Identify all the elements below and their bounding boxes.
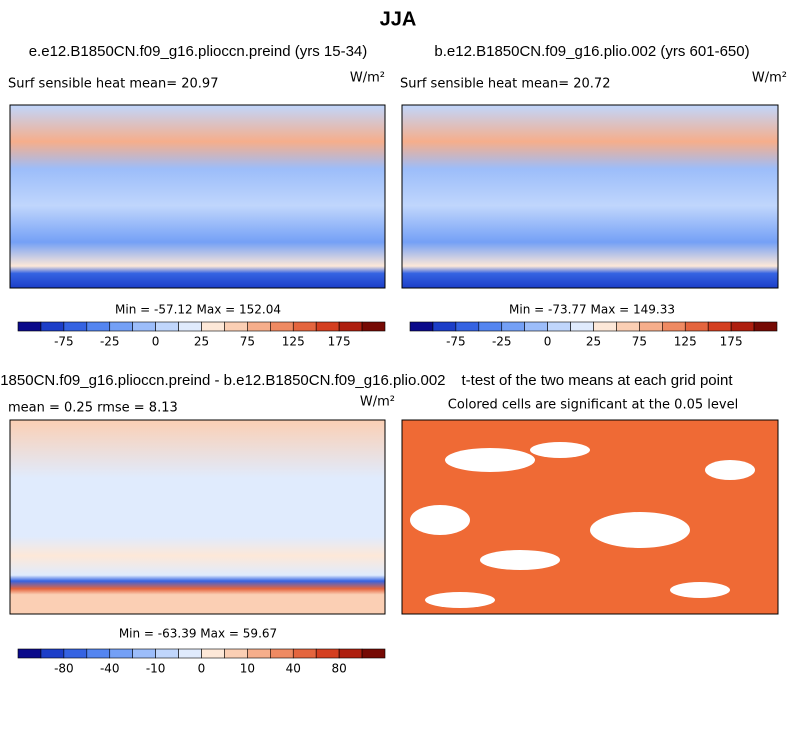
colorbar-label: -80 (54, 662, 74, 676)
panel-subtitle: Surf sensible heat mean= 20.72 (400, 77, 610, 92)
colorbar-cell (247, 321, 271, 332)
colorbar-label: 175 (720, 335, 743, 349)
units: W/m² (350, 71, 385, 86)
colorbar-cell (270, 648, 294, 659)
colorbar-cell (155, 321, 179, 332)
panel-subtitle: Colored cells are significant at the 0.0… (448, 398, 738, 413)
colorbar-cell (201, 648, 225, 659)
colorbar-cell (224, 321, 248, 332)
units: W/m² (360, 395, 395, 410)
panel-subtitle: mean = 0.25 rmse = 8.13 (8, 401, 178, 416)
colorbar-label: -10 (146, 662, 166, 676)
colorbar-label: 25 (586, 335, 601, 349)
colorbar-cell (17, 648, 42, 659)
colorbar-cell (40, 321, 65, 332)
colorbar-cell (753, 321, 778, 332)
colorbar-cell (315, 648, 340, 659)
colorbar-label: 125 (674, 335, 697, 349)
colorbar-cell (155, 648, 179, 659)
colorbar-cell (247, 648, 271, 659)
colorbar-label: -40 (100, 662, 120, 676)
colorbar-label: 40 (286, 662, 301, 676)
colorbar-label: 75 (240, 335, 255, 349)
colorbar-cell (270, 321, 294, 332)
min-max: Min = -57.12 Max = 152.04 (115, 303, 281, 317)
colorbar-cell (292, 321, 317, 332)
colorbar-cell (338, 321, 363, 332)
colorbar-cell (109, 648, 133, 659)
min-max: Min = -63.39 Max = 59.67 (119, 627, 277, 641)
panel-title: t-test of the two means at each grid poi… (462, 372, 734, 389)
panel-title: e.e12.B1850CN.f09_g16.plioccn.preind (yr… (29, 43, 368, 60)
units: W/m² (752, 71, 787, 86)
map (9, 419, 386, 615)
colorbar-cell (86, 648, 111, 659)
colorbar-label: 125 (282, 335, 305, 349)
colorbar-cell (132, 321, 156, 332)
panel-subtitle: Surf sensible heat mean= 20.97 (8, 77, 218, 92)
panel-title: b.e12.B1850CN.f09_g16.plio.002 (yrs 601-… (434, 43, 749, 60)
figure-title: JJA (380, 8, 417, 30)
colorbar-label: 80 (331, 662, 346, 676)
colorbar-label: 175 (328, 335, 351, 349)
colorbar-cell (409, 321, 434, 332)
colorbar-cell (178, 648, 202, 659)
colorbar-cell (455, 321, 480, 332)
colorbar-cell (109, 321, 133, 332)
colorbar-label: 75 (632, 335, 647, 349)
map (401, 104, 779, 289)
colorbar-cell (361, 648, 386, 659)
colorbar-cell (86, 321, 111, 332)
colorbar-cell (132, 648, 156, 659)
colorbar-cell (315, 321, 340, 332)
colorbar-cell (478, 321, 503, 332)
colorbar-cell (662, 321, 686, 332)
colorbar-cell (338, 648, 363, 659)
colorbar-cell (432, 321, 457, 332)
map-mask (410, 442, 755, 608)
colorbar-label: 0 (544, 335, 552, 349)
colorbar-cell (17, 321, 42, 332)
colorbar-label: 0 (152, 335, 160, 349)
min-max: Min = -73.77 Max = 149.33 (509, 303, 675, 317)
colorbar-cell (616, 321, 640, 332)
colorbar-cell (224, 648, 248, 659)
colorbar-label: -25 (492, 335, 512, 349)
colorbar-cell (178, 321, 202, 332)
colorbar-cell (593, 321, 617, 332)
colorbar-cell (292, 648, 317, 659)
colorbar-label: -75 (54, 335, 74, 349)
map (9, 104, 386, 289)
colorbar-label: 0 (198, 662, 206, 676)
colorbar-cell (524, 321, 548, 332)
colorbar-label: 10 (240, 662, 255, 676)
colorbar-cell (570, 321, 594, 332)
colorbar-cell (40, 648, 65, 659)
colorbar-label: 25 (194, 335, 209, 349)
colorbar-cell (547, 321, 571, 332)
colorbar-cell (684, 321, 709, 332)
colorbar-label: -25 (100, 335, 120, 349)
colorbar-cell (707, 321, 732, 332)
colorbar-label: -75 (446, 335, 466, 349)
colorbar-cell (201, 321, 225, 332)
colorbar-cell (639, 321, 663, 332)
colorbar-cell (361, 321, 386, 332)
panel-title: e.e12.B1850CN.f09_g16.plioccn.preind - b… (0, 372, 446, 389)
colorbar-cell (730, 321, 755, 332)
colorbar-cell (501, 321, 525, 332)
colorbar-cell (63, 321, 88, 332)
colorbar-cell (63, 648, 88, 659)
